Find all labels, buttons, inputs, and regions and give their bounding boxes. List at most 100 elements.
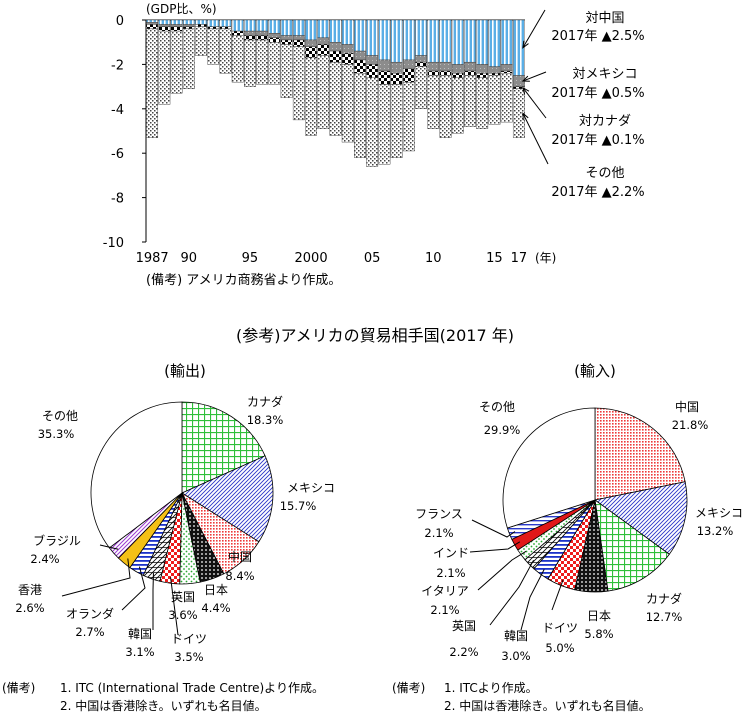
export-notes-line1: 1. ITC (International Trade Centre)より作成。: [60, 681, 324, 695]
pie-slice-name: 英国: [452, 619, 476, 633]
import-notes-line2: 2. 中国は香港除き。いずれも名目値。: [444, 698, 651, 713]
bar-segment: [464, 62, 475, 71]
bar-segment: [342, 53, 353, 64]
bar-segment: [476, 73, 487, 77]
bar-segment: [501, 71, 512, 73]
pie-slice-name: 香港: [18, 583, 42, 597]
arrow-head: [523, 41, 529, 48]
bar-segment: [342, 64, 353, 142]
pie-slice-name: その他: [42, 409, 78, 423]
import-pie-title: (輸入): [574, 362, 616, 380]
bar-note: (備考) アメリカ商務省より作成。: [146, 272, 341, 288]
bar-segment: [366, 20, 377, 56]
x-tick-label: 2000: [295, 251, 328, 266]
pie-slice-name: カナダ: [646, 591, 682, 606]
bar-segment: [464, 20, 475, 62]
pie-slice-value: 5.8%: [584, 627, 613, 641]
bar-segment: [354, 51, 365, 60]
export-notes: (備考) 1. ITC (International Trade Centre)…: [2, 680, 324, 713]
annotation-label: 対カナダ: [579, 114, 631, 129]
bar-segment: [366, 78, 377, 167]
section-title: (参考)アメリカの貿易相手国(2017 年): [236, 326, 514, 345]
bar-segment: [440, 76, 451, 138]
pie-slice-value: 2.2%: [449, 645, 478, 659]
pie-slice-name: ドイツ: [171, 632, 207, 646]
bar-segment: [208, 27, 219, 29]
x-tick-label: 05: [364, 251, 381, 266]
annotation-label: 対メキシコ: [572, 67, 637, 82]
bar-segment: [183, 20, 194, 24]
pie-slice-value: 18.3%: [247, 413, 284, 427]
pie-slice-value: 13.2%: [697, 524, 734, 538]
bar-segment: [281, 36, 292, 40]
bar-segment: [256, 31, 267, 35]
bar-segment: [379, 60, 390, 71]
bar-segment: [146, 24, 157, 28]
y-tick-label: -10: [103, 236, 124, 251]
pie-slice-name: オランダ: [66, 606, 114, 621]
bar-segment: [366, 56, 377, 65]
bar-segment: [318, 56, 329, 129]
bar-segment: [305, 58, 316, 136]
bar-segment: [489, 67, 500, 74]
bar-segment: [195, 24, 206, 26]
bar-segment: [379, 84, 390, 164]
bar-segment: [244, 40, 255, 87]
pie-slice-value: 3.5%: [174, 650, 203, 664]
bar-segment: [256, 20, 267, 31]
pie-slice-name: フランス: [415, 507, 463, 521]
annotation-value: 2017年 ▲0.1%: [551, 133, 644, 148]
bar-segment: [476, 78, 487, 129]
import-notes-line1: 1. ITCより作成。: [444, 681, 538, 695]
bar-segment: [464, 76, 475, 127]
leader-line: [122, 567, 145, 610]
bar-segment: [366, 64, 377, 77]
bar-segment: [476, 20, 487, 64]
bar-segment: [330, 20, 341, 42]
pie-slice-value: 35.3%: [38, 427, 75, 441]
bar-segment: [415, 56, 426, 63]
bar-segment: [428, 62, 439, 71]
pie-slice-name: ドイツ: [542, 621, 578, 635]
bar-segment: [330, 42, 341, 51]
pie-slice-value: 15.7%: [280, 499, 317, 513]
pie-slice-name: ブラジル: [33, 533, 81, 548]
x-tick-label: 95: [242, 251, 259, 266]
bar-segment: [232, 36, 243, 83]
bar-segment: [146, 22, 157, 24]
bar-segment: [269, 42, 280, 84]
bar-segment: [415, 62, 426, 66]
bar-segment: [403, 82, 414, 151]
bar-segment: [146, 29, 157, 138]
bar-segment: [256, 36, 267, 40]
annotation-value: 2017年 ▲2.2%: [551, 185, 644, 200]
bar-segment: [501, 73, 512, 122]
bar-segment: [318, 44, 329, 55]
pie-slice-name: 中国: [675, 399, 699, 414]
y-axis-unit: (GDP比、%): [146, 2, 217, 16]
bar-segment: [330, 51, 341, 62]
pie-slice-value: 5.0%: [545, 641, 574, 655]
bar-segment: [269, 20, 280, 33]
bar-segment: [440, 62, 451, 71]
bar-segment: [244, 31, 255, 35]
bar-segment: [269, 38, 280, 42]
pie-slice-name: イタリア: [421, 584, 469, 598]
pie-slice-value: 29.9%: [484, 423, 521, 437]
pie-slice-value: 12.7%: [646, 610, 683, 624]
bar-segment: [403, 20, 414, 60]
bar-segment: [403, 69, 414, 82]
pie-slice-value: 2.1%: [424, 526, 453, 540]
import-notes-prefix: (備考): [392, 680, 425, 695]
bar-segment: [428, 71, 439, 75]
bar-segment: [489, 20, 500, 67]
bar-segment: [305, 47, 316, 58]
x-tick-label: 15: [486, 251, 503, 266]
x-tick-label: 90: [181, 251, 198, 266]
bar-segment: [440, 71, 451, 75]
annotation-arrow: [523, 72, 546, 81]
leader-line: [490, 560, 534, 625]
y-tick-label: -6: [111, 147, 124, 162]
bar-segment: [452, 20, 463, 64]
